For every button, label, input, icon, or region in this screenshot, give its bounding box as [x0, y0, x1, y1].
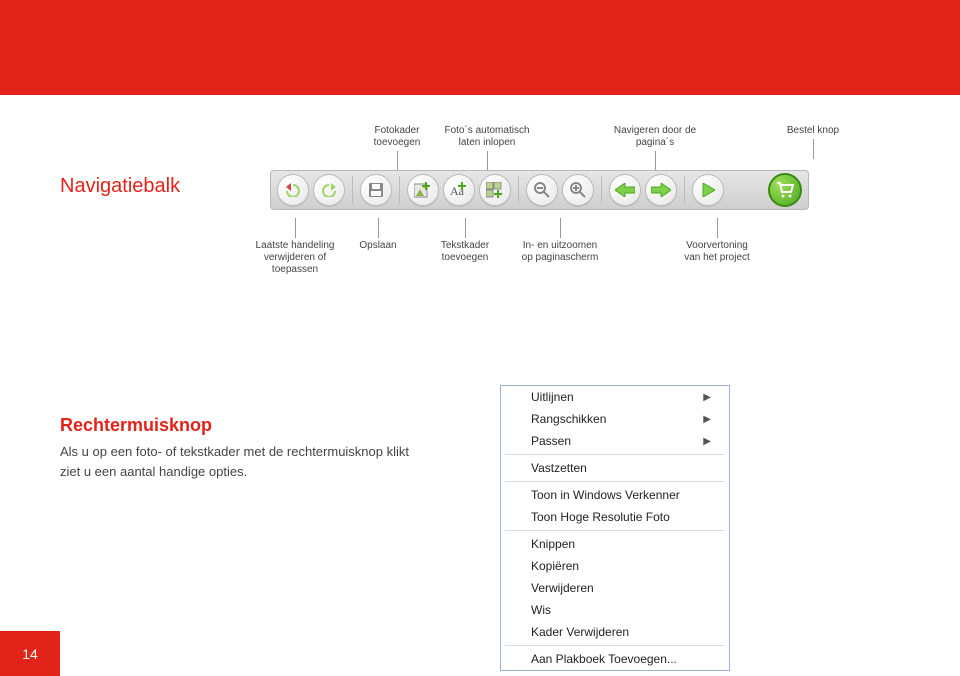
menu-separator: [505, 454, 725, 455]
menu-item-label: Aan Plakboek Toevoegen...: [531, 652, 677, 666]
auto-layout-photos-button[interactable]: [479, 174, 511, 206]
menu-separator: [505, 530, 725, 531]
submenu-arrow-icon: ▶: [703, 392, 711, 403]
callout-tekstkader-label: Tekstkader toevoegen: [441, 240, 489, 263]
redo-button[interactable]: [313, 174, 345, 206]
order-button[interactable]: [768, 173, 802, 207]
navigation-bar-title: Navigatiebalk: [60, 175, 180, 198]
menu-item-label: Rangschikken: [531, 412, 606, 426]
menu-item-label: Vastzetten: [531, 461, 587, 475]
menu-item-toon-verkenner[interactable]: Toon in Windows Verkenner: [501, 484, 729, 506]
page-number: 14: [0, 631, 60, 676]
submenu-arrow-icon: ▶: [703, 414, 711, 425]
menu-item-toon-hoge-res[interactable]: Toon Hoge Resolutie Foto: [501, 506, 729, 528]
menu-item-wis[interactable]: Wis: [501, 599, 729, 621]
menu-separator: [505, 645, 725, 646]
menu-item-passen[interactable]: Passen ▶: [501, 430, 729, 452]
next-page-button[interactable]: [645, 174, 677, 206]
preview-play-button[interactable]: [692, 174, 724, 206]
menu-item-plakboek[interactable]: Aan Plakboek Toevoegen...: [501, 648, 729, 670]
menu-separator: [505, 481, 725, 482]
zoom-in-button[interactable]: [562, 174, 594, 206]
menu-item-label: Knippen: [531, 537, 575, 551]
page-header-banner: [0, 0, 960, 95]
menu-item-kopieren[interactable]: Kopiëren: [501, 555, 729, 577]
add-photo-frame-button[interactable]: [407, 174, 439, 206]
callout-zoom-label: In- en uitzoomen op paginascherm: [522, 240, 599, 263]
callout-laatste-label: Laatste handeling verwijderen of toepass…: [256, 240, 335, 275]
submenu-arrow-icon: ▶: [703, 436, 711, 447]
callout-voorvertoning-label: Voorvertoning van het project: [684, 240, 750, 263]
menu-item-label: Passen: [531, 434, 571, 448]
callout-navigeren-label: Navigeren door de pagina´s: [614, 125, 696, 148]
save-button[interactable]: [360, 174, 392, 206]
menu-item-uitlijnen[interactable]: Uitlijnen ▶: [501, 386, 729, 408]
menu-item-label: Uitlijnen: [531, 390, 574, 404]
menu-item-kader-verwijderen[interactable]: Kader Verwijderen: [501, 621, 729, 643]
menu-item-vastzetten[interactable]: Vastzetten: [501, 457, 729, 479]
context-menu: Uitlijnen ▶ Rangschikken ▶ Passen ▶ Vastzet…: [500, 385, 730, 671]
prev-page-button[interactable]: [609, 174, 641, 206]
menu-item-rangschikken[interactable]: Rangschikken ▶: [501, 408, 729, 430]
callout-fotokader-label: Fotokader toevoegen: [374, 125, 421, 148]
menu-item-label: Wis: [531, 603, 551, 617]
callout-opslaan-label: Opslaan: [359, 240, 396, 251]
add-text-frame-button[interactable]: Aa: [443, 174, 475, 206]
menu-item-label: Kopiëren: [531, 559, 579, 573]
menu-item-verwijderen[interactable]: Verwijderen: [501, 577, 729, 599]
menu-item-label: Toon in Windows Verkenner: [531, 488, 680, 502]
menu-item-label: Toon Hoge Resolutie Foto: [531, 510, 670, 524]
rightclick-section-body: Als u op een foto- of tekstkader met de …: [60, 442, 420, 482]
menu-item-knippen[interactable]: Knippen: [501, 533, 729, 555]
callout-bestel-label: Bestel knop: [787, 125, 839, 136]
menu-item-label: Verwijderen: [531, 581, 594, 595]
zoom-out-button[interactable]: [526, 174, 558, 206]
menu-item-label: Kader Verwijderen: [531, 625, 629, 639]
navigation-toolbar: Aa: [270, 170, 809, 210]
callout-foto-auto-label: Foto´s automatisch laten inlopen: [444, 125, 529, 148]
undo-button[interactable]: [277, 174, 309, 206]
rightclick-section-title: Rechtermuisknop: [60, 415, 212, 436]
